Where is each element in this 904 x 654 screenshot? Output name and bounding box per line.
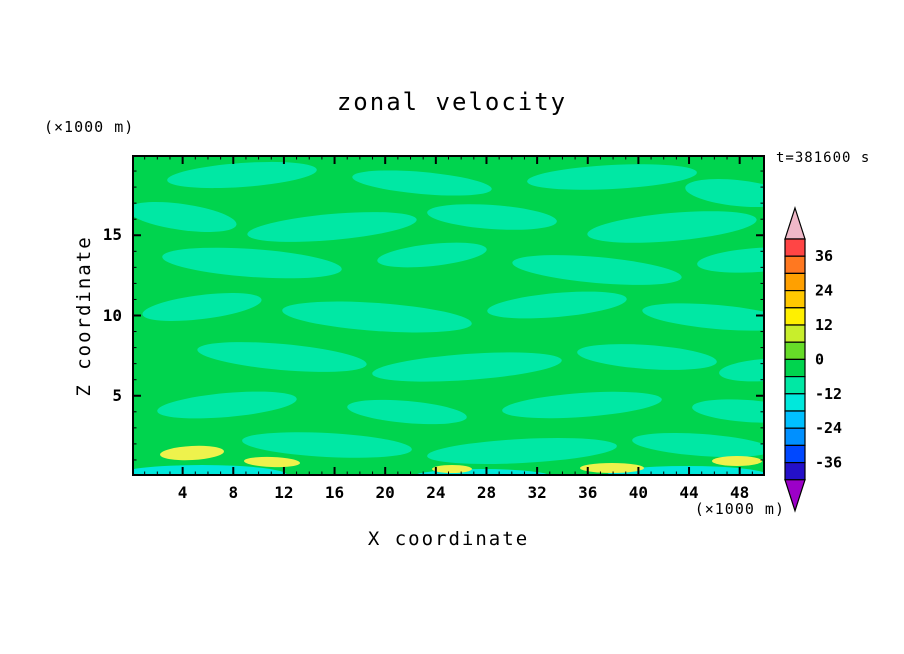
colorbar-segment [784,238,806,257]
contour-region-negative [527,164,697,190]
contour-region-negative [427,204,557,230]
contour-region-negative [142,293,262,321]
y-axis-tick-label: 15 [102,225,122,245]
colorbar-arrow-up [784,206,806,240]
contour-region-negative [512,255,682,285]
colorbar-segment [784,376,806,395]
colorbar-segment [784,341,806,360]
x-axis-tick-label: 36 [578,483,598,502]
colorbar-segment [784,272,806,292]
contour-region-negative [282,301,472,333]
y-axis-tick-label: 10 [102,305,122,325]
plot-border [132,155,765,476]
contour-region-negative [692,399,765,423]
x-axis-tick-label: 24 [426,483,446,502]
contour-region-negative [167,161,317,189]
colorbar: 36 24 12 0 -12 -24 -36 [784,206,842,513]
contour-field [132,155,765,476]
colorbar-segment [784,324,806,343]
colorbar-label: 12 [815,316,833,334]
field-fill-layer [132,155,765,476]
contour-region-negative [577,344,717,370]
contour-region-negative [247,212,417,242]
y-axis-tick-label: 5 [112,385,122,405]
x-axis-tick-label: 32 [527,483,547,502]
colorbar-segment [784,427,806,446]
x-axis-tick-label: 4 [177,483,188,502]
colorbar-segment [784,358,806,378]
contour-region-high [580,463,644,473]
contour-region-negative [132,202,237,232]
contour-region-negative [242,432,412,458]
contour-region-low [132,465,287,476]
contour-region-low [607,466,765,476]
plot-frame [132,155,765,476]
x-axis-tick-label: 40 [628,483,649,502]
contour-region-negative [162,247,342,279]
contour-region-high [712,456,762,466]
colorbar-segment [784,289,806,309]
colorbar-label: 0 [815,350,824,368]
contour-region-negative [427,438,617,464]
contour-region-high [432,465,472,473]
contour-region-negative [587,211,757,243]
contour-region-negative [372,352,562,382]
y-axis-title: Z coordinate [73,235,95,397]
x-axis-tick-label: 48 [730,483,750,502]
colorbar-label: -12 [815,385,842,403]
contour-region-negative [642,303,765,331]
colorbar-segment [784,444,806,464]
colorbar-arrow-down [784,479,806,513]
colorbar-label: 24 [815,282,833,300]
contour-region-negative [697,247,765,273]
contour-region-negative [502,391,662,419]
contour-region-negative [377,242,487,268]
x-axis-tick-label: 12 [274,483,294,502]
x-axis-tick-label: 44 [679,483,699,502]
colorbar-segment [784,410,806,429]
colorbar-label: 36 [815,247,833,265]
time-annotation: t=381600 s [776,150,871,166]
contour-region-negative [347,399,467,425]
contour-region-negative [197,342,367,372]
colorbar-label: -36 [815,454,842,472]
colorbar-segment [784,462,806,481]
x-axis-tick-label: 28 [476,483,497,502]
contour-region-negative [632,432,765,458]
colorbar-segment [784,255,806,275]
chart-title: zonal velocity [336,88,568,116]
contour-region-negative [157,391,297,419]
colorbar-label: -24 [815,419,842,437]
colorbar-segment [784,307,806,326]
y-axis-unit-label: (×1000 m) [44,118,135,136]
x-axis-tick-label: 16 [324,483,345,502]
x-axis-tick-label: 8 [228,483,239,502]
contour-region-negative [487,291,627,319]
contour-region-negative [685,178,765,208]
x-axis-tick-label: 20 [375,483,395,502]
contour-region-high [244,456,300,468]
contour-region-high [160,445,224,461]
colorbar-segment [784,393,806,412]
contour-region-negative [352,170,492,196]
x-axis-title: X coordinate [367,528,530,550]
x-axis-unit-label: (×1000 m) [694,500,785,518]
